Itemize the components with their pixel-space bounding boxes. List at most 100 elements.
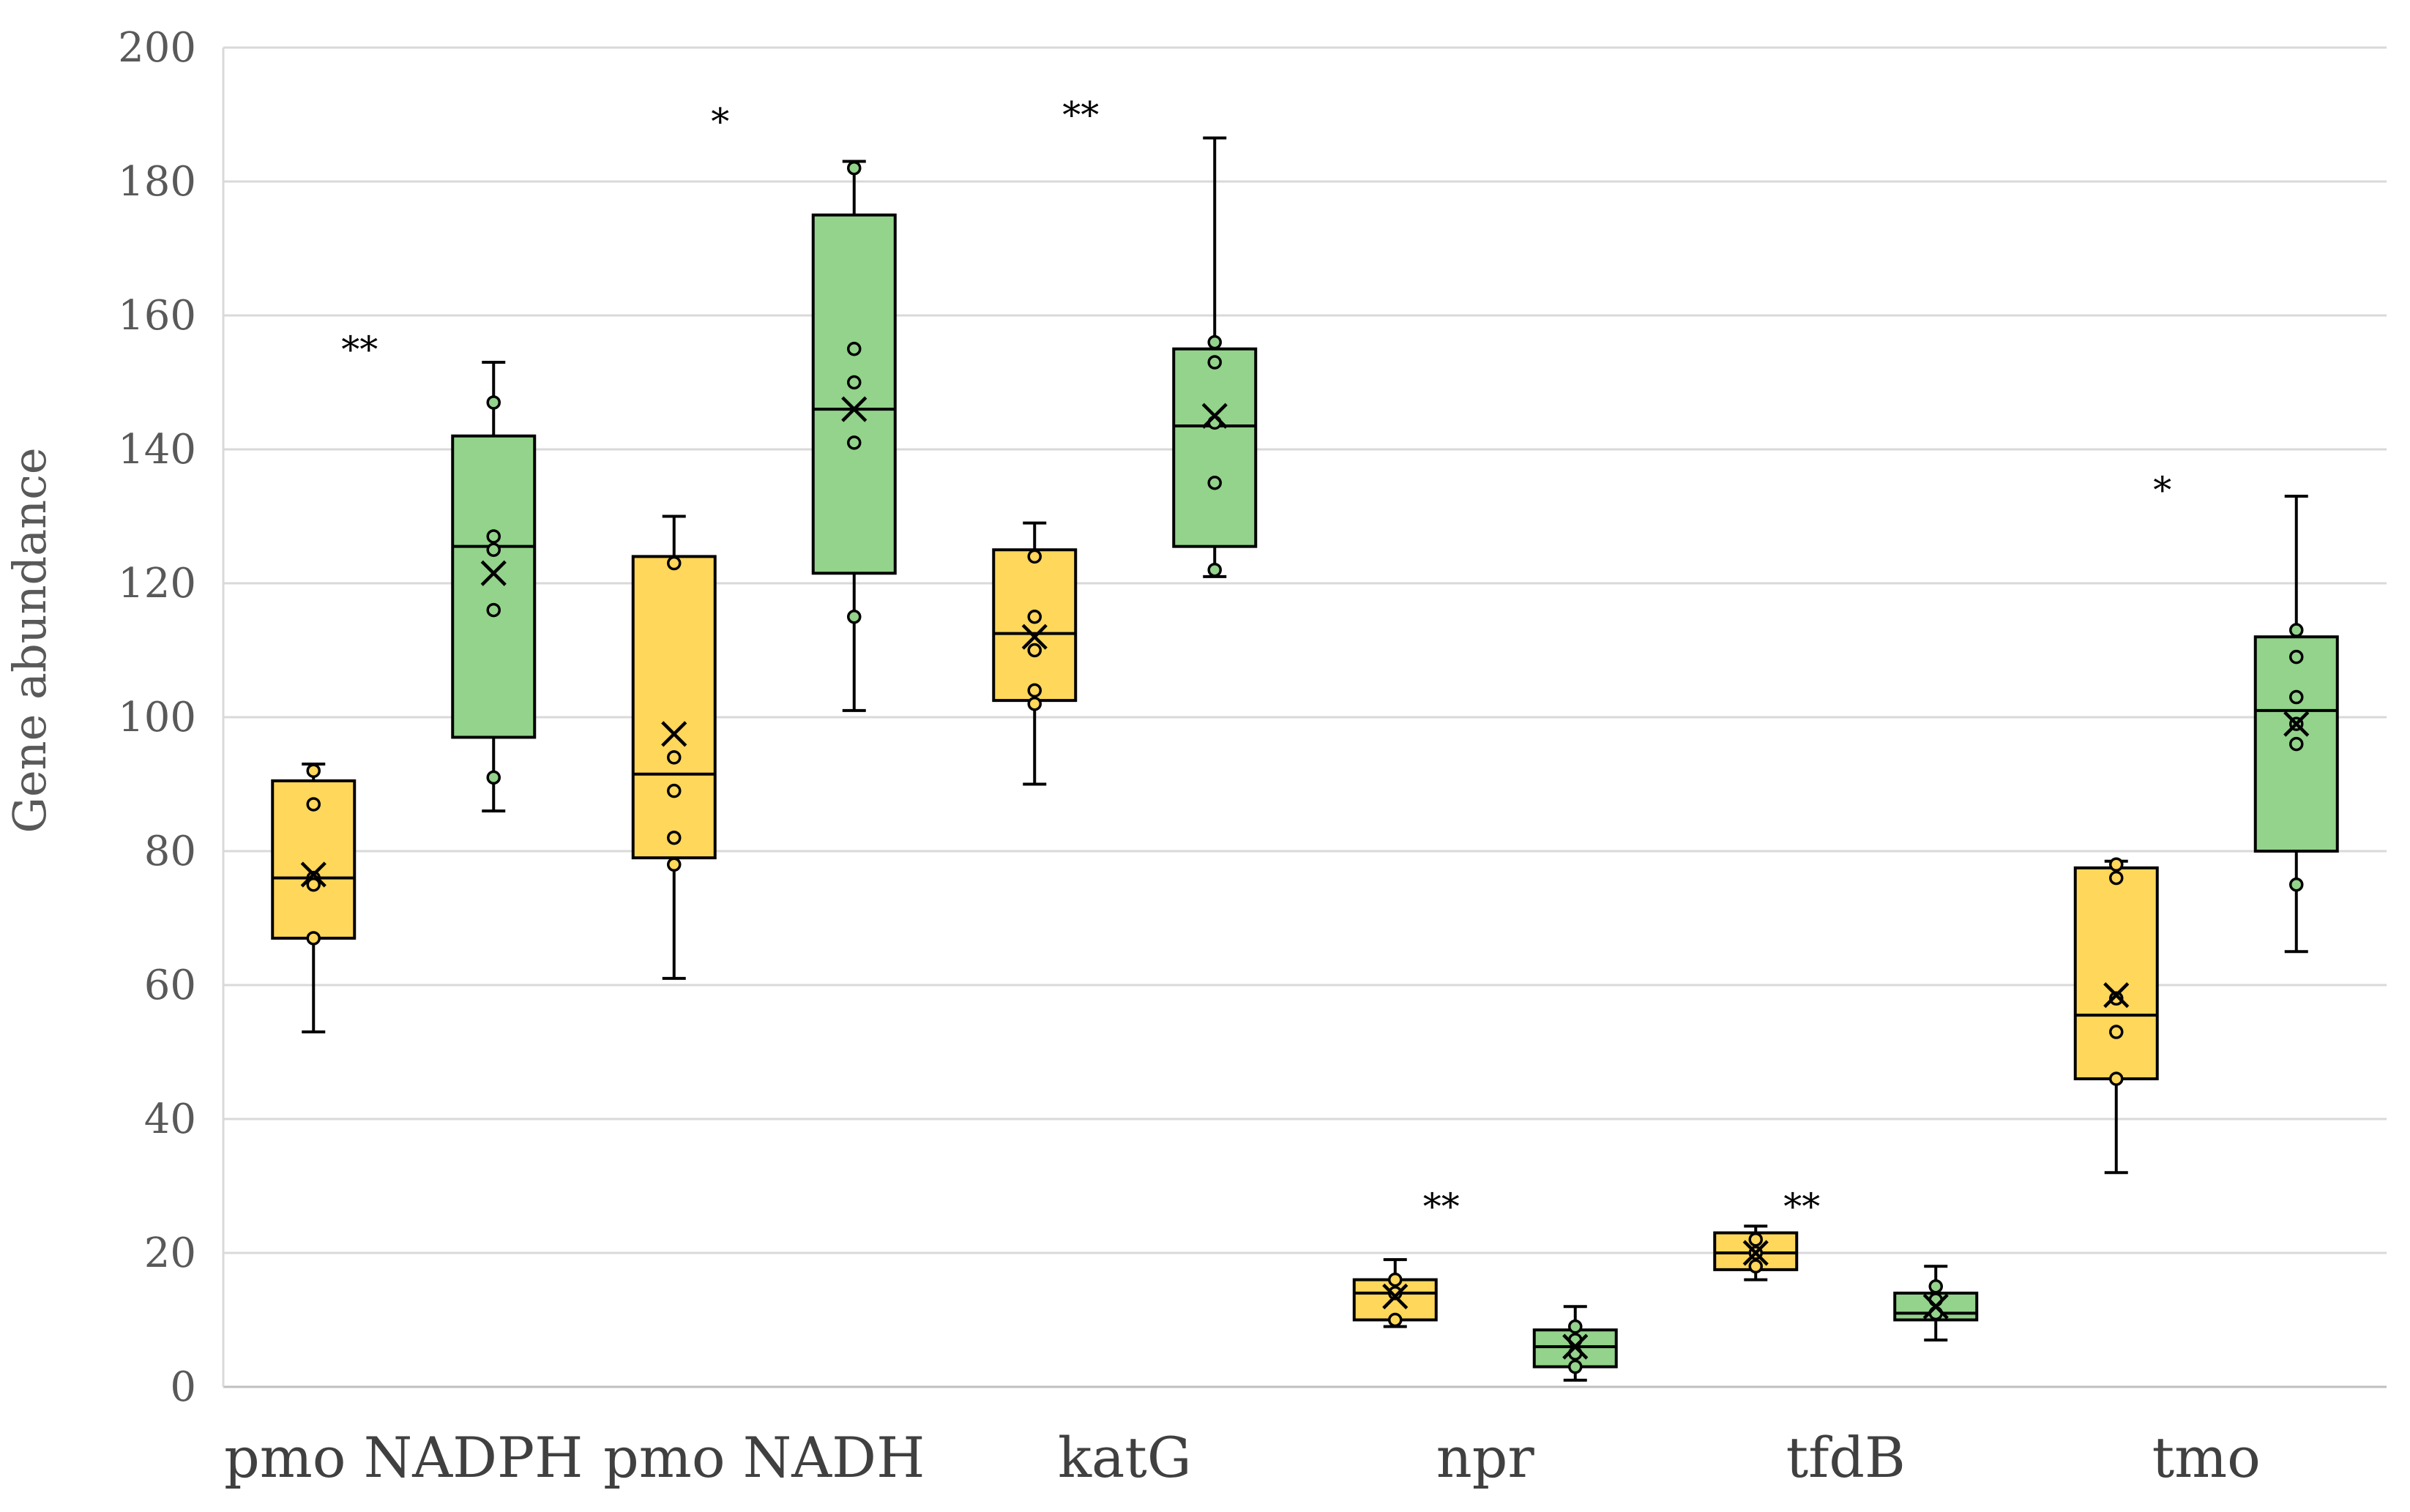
x-category-label: npr [1436,1425,1535,1490]
data-point [2109,857,2124,872]
box-group [2073,857,2159,1175]
box-group [271,763,357,1034]
data-point [1748,1259,1763,1274]
y-tick-label: 180 [118,158,196,206]
data-point [2289,736,2304,752]
box-group [1172,136,1258,578]
data-point [1027,549,1042,564]
mean-marker [1922,1293,1949,1320]
data-point [847,610,862,624]
data-point [486,602,501,618]
gridlines [223,46,2387,1388]
data-point [667,555,682,571]
box-group [1893,1265,1979,1341]
box-group [811,160,897,712]
data-point [306,763,321,778]
data-point [1748,1232,1763,1247]
box-group [1532,1305,1618,1382]
mean-marker [661,721,687,747]
mean-marker [1562,1333,1589,1360]
x-category-label: pmo NADPH [224,1425,583,1490]
mean-marker [2103,982,2130,1008]
data-point [486,529,501,544]
x-category-label: tfdB [1786,1425,1906,1490]
mean-marker [2283,711,2310,737]
y-tick-label: 100 [118,694,196,741]
mean-marker [480,560,507,586]
data-point [306,877,321,892]
data-point [1928,1279,1943,1294]
data-point [667,750,682,765]
data-point [486,770,501,785]
significance-label: ** [1783,1186,1820,1228]
data-point [1568,1319,1583,1334]
data-point [1027,696,1042,711]
data-point [2289,623,2304,637]
data-point [486,542,501,557]
data-point [847,435,862,450]
data-point [847,160,862,176]
y-tick-label: 60 [144,962,196,1009]
y-axis: 0 20 40 60 80 100 120 140 160 180 200 [118,24,225,1411]
data-point [1207,334,1222,350]
box-iqr [811,213,897,575]
y-tick-label: 20 [144,1230,196,1277]
boxes [271,136,2339,1382]
x-category-label: katG [1058,1425,1192,1490]
data-point [2109,870,2124,886]
data-point [847,375,862,390]
box-group [631,514,717,980]
data-point [2109,991,2124,1006]
data-point [1388,1286,1403,1300]
y-tick-label: 80 [144,828,196,875]
y-tick-label: 0 [170,1363,196,1411]
data-point [2289,689,2304,705]
data-point [1568,1359,1583,1374]
data-point [667,830,682,845]
data-point [1027,610,1042,624]
box-iqr [1172,347,1258,548]
box-iqr [2073,866,2159,1081]
box-group [992,521,1078,786]
data-point [2289,877,2304,892]
x-category-label: pmo NADH [603,1425,925,1490]
data-point [1027,643,1042,658]
y-tick-label: 160 [118,292,196,340]
box-iqr [992,548,1078,703]
box-group [451,361,537,813]
data-point [1027,683,1042,698]
mean-marker [1382,1283,1409,1310]
data-point [1388,1312,1403,1328]
significance-label: ** [1423,1186,1460,1228]
mean-marker [1201,403,1228,429]
data-point [306,797,321,812]
x-axis: pmo NADPH pmo NADH katG npr tfdB tmo [224,1425,2261,1490]
data-point [2109,1025,2124,1039]
data-point [2289,649,2304,665]
mean-marker [1742,1240,1769,1266]
significance-markers: *** **** *** [341,94,2171,1228]
box-iqr [451,434,537,739]
mean-marker [841,396,868,422]
data-point [486,395,501,410]
mean-marker [300,861,327,888]
data-point [306,931,321,946]
x-category-label: tmo [2152,1425,2261,1490]
data-point [847,342,862,356]
data-point [2109,1071,2124,1086]
significance-label: ** [341,329,378,371]
box-group [1713,1224,1799,1281]
data-point [1207,476,1222,490]
y-tick-label: 200 [118,24,196,72]
box-group [2253,495,2339,954]
significance-label: * [2153,469,2171,512]
y-tick-label: 120 [118,560,196,607]
data-point [667,857,682,872]
y-tick-label: 40 [144,1096,196,1143]
y-axis-title: Gene abundance [3,447,56,833]
mean-marker [1021,624,1048,650]
box-group [1352,1258,1438,1328]
data-point [667,783,682,798]
y-tick-label: 140 [118,426,196,474]
